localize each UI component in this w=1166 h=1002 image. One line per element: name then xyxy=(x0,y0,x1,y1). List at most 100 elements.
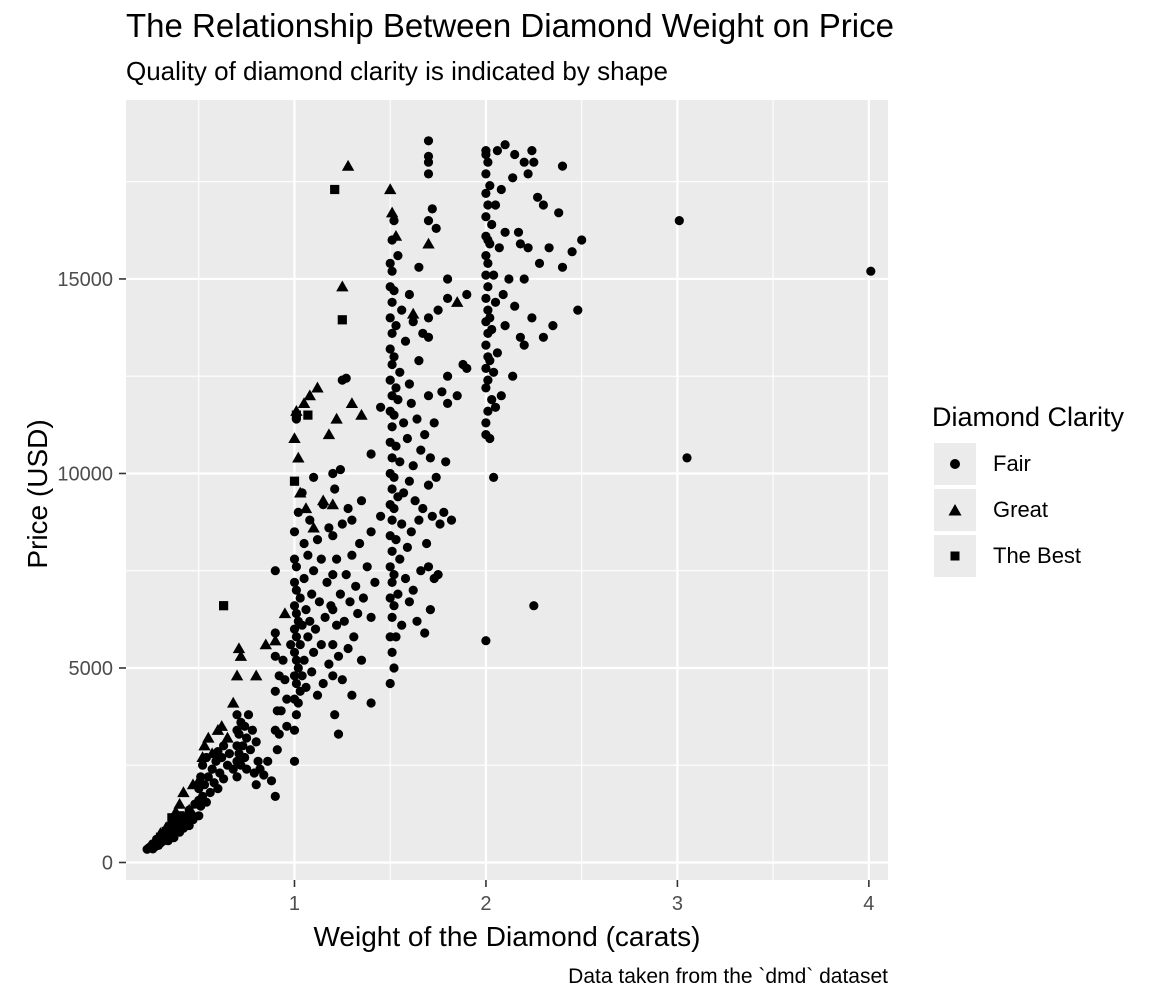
data-point xyxy=(219,741,229,751)
data-point xyxy=(299,573,309,584)
data-point xyxy=(400,336,411,346)
data-point xyxy=(249,669,263,681)
data-point xyxy=(278,607,292,619)
data-point xyxy=(387,484,397,494)
data-point xyxy=(481,251,491,261)
data-point xyxy=(345,597,355,607)
data-point xyxy=(418,503,428,514)
data-point xyxy=(387,577,397,588)
data-point xyxy=(538,200,549,210)
data-point xyxy=(322,577,332,588)
data-point xyxy=(202,731,215,743)
x-tick-label: 3 xyxy=(672,893,683,915)
x-axis-title: Weight of the Diamond (carats) xyxy=(313,921,701,952)
data-point xyxy=(866,266,876,276)
data-point xyxy=(332,620,342,630)
data-point xyxy=(519,274,529,284)
data-point xyxy=(217,752,227,763)
data-point xyxy=(439,507,449,517)
series-fair xyxy=(142,136,876,854)
data-point xyxy=(515,332,526,342)
data-point xyxy=(310,624,321,634)
data-point xyxy=(194,811,204,821)
data-point xyxy=(485,433,495,444)
data-point xyxy=(205,747,219,759)
data-point xyxy=(404,476,414,486)
data-point xyxy=(263,756,273,766)
data-point xyxy=(496,391,506,401)
data-point xyxy=(387,546,397,556)
data-point xyxy=(314,597,324,607)
data-point xyxy=(294,486,307,498)
data-point xyxy=(347,550,357,560)
data-point xyxy=(462,363,472,373)
data-point xyxy=(385,375,395,385)
data-point xyxy=(280,675,290,685)
data-point xyxy=(303,389,316,401)
data-point xyxy=(362,562,372,572)
data-point xyxy=(481,169,491,179)
series-the-best xyxy=(155,184,347,842)
data-point xyxy=(297,397,311,409)
data-point xyxy=(406,527,416,537)
data-point xyxy=(384,183,397,195)
data-point xyxy=(234,729,244,739)
data-point xyxy=(391,383,401,393)
data-point xyxy=(196,751,209,763)
data-point xyxy=(324,659,334,669)
data-point xyxy=(335,589,345,599)
data-point xyxy=(385,206,399,218)
square-marker-icon xyxy=(950,551,960,561)
data-point xyxy=(534,258,545,268)
data-point xyxy=(414,262,424,272)
data-point xyxy=(333,729,344,739)
data-point xyxy=(395,457,405,467)
data-point xyxy=(483,305,493,315)
data-point xyxy=(406,307,420,319)
data-point xyxy=(391,321,401,331)
data-point xyxy=(167,813,177,823)
data-point xyxy=(270,628,280,638)
data-point xyxy=(397,620,407,630)
data-point xyxy=(291,710,301,720)
data-point xyxy=(259,770,269,780)
legend-key-great xyxy=(934,489,976,531)
data-point xyxy=(289,725,300,735)
data-point xyxy=(496,184,506,195)
legend-title: Diamond Clarity xyxy=(932,402,1125,432)
data-point xyxy=(330,710,340,720)
data-point xyxy=(385,344,395,354)
data-point xyxy=(529,601,539,611)
data-point xyxy=(500,321,510,331)
data-point xyxy=(387,266,397,276)
data-point xyxy=(328,468,338,479)
data-point xyxy=(481,146,491,156)
data-point xyxy=(291,410,301,420)
data-point xyxy=(251,780,261,790)
y-tick-label: 5000 xyxy=(69,658,114,680)
data-point xyxy=(395,367,405,377)
data-point xyxy=(510,301,520,311)
data-point xyxy=(557,262,568,272)
data-point xyxy=(399,488,409,498)
data-point xyxy=(293,698,303,708)
data-point xyxy=(573,305,583,315)
data-point xyxy=(341,373,351,383)
data-point xyxy=(427,204,437,214)
data-point xyxy=(305,515,315,525)
data-point xyxy=(487,324,497,335)
data-point xyxy=(351,581,361,591)
data-point xyxy=(307,589,317,599)
data-point xyxy=(312,535,323,545)
data-point xyxy=(513,227,524,237)
data-point xyxy=(242,733,252,743)
data-point xyxy=(228,764,238,774)
data-point xyxy=(343,643,353,654)
data-point xyxy=(161,826,171,836)
data-point xyxy=(201,797,211,807)
data-point xyxy=(406,398,416,408)
data-point xyxy=(332,554,342,564)
data-point xyxy=(481,340,491,350)
data-point xyxy=(270,651,280,661)
data-point xyxy=(232,710,242,720)
